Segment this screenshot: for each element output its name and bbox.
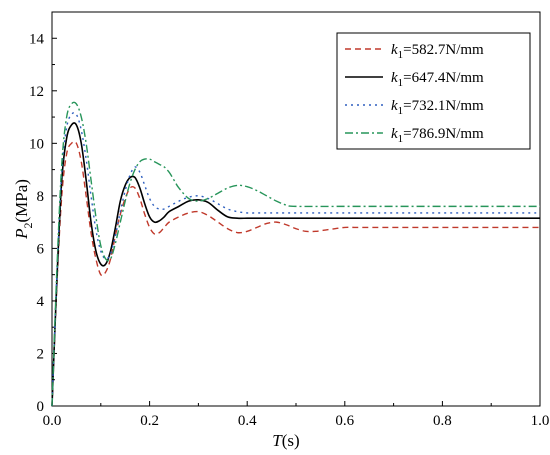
x-tick-label: 0.4 bbox=[238, 413, 257, 429]
x-axis-title: T(s) bbox=[272, 431, 299, 450]
x-axis-ticks: 0.0 0.2 0.4 0.6 0.8 1.0 bbox=[43, 401, 550, 429]
series-layer bbox=[51, 101, 540, 407]
y-axis-ticks: 0 2 4 6 8 10 12 14 bbox=[29, 31, 57, 415]
y-tick-label: 6 bbox=[37, 241, 45, 257]
series-line-3 bbox=[51, 111, 540, 407]
y-tick-label: 0 bbox=[37, 399, 45, 415]
y-tick-label: 4 bbox=[37, 294, 45, 310]
x-tick-label: 0.2 bbox=[140, 413, 159, 429]
y-tick-label: 8 bbox=[37, 189, 45, 205]
y-tick-label: 12 bbox=[29, 84, 44, 100]
y-axis-title: P2(MPa) bbox=[12, 179, 35, 240]
x-tick-label: 0.6 bbox=[335, 413, 354, 429]
legend-box bbox=[336, 32, 531, 150]
x-tick-label: 0.8 bbox=[433, 413, 452, 429]
y-tick-label: 14 bbox=[29, 31, 45, 47]
legend-label-2: k1=647.4N/mm bbox=[391, 70, 484, 89]
y-tick-label: 2 bbox=[37, 346, 45, 362]
x-tick-label: 0.0 bbox=[43, 413, 62, 429]
x-tick-label: 1.0 bbox=[531, 413, 550, 429]
series-line-4 bbox=[51, 101, 540, 407]
series-line-1 bbox=[51, 140, 540, 407]
legend-label-3: k1=732.1N/mm bbox=[391, 98, 484, 117]
y-tick-label: 10 bbox=[29, 136, 44, 152]
legend: k1=582.7N/mm k1=647.4N/mm k1=732.1N/mm k1=7… bbox=[336, 32, 531, 150]
legend-label-4: k1=786.9N/mm bbox=[391, 126, 484, 145]
series-line-2 bbox=[51, 122, 540, 407]
legend-label-1: k1=582.7N/mm bbox=[391, 42, 484, 61]
